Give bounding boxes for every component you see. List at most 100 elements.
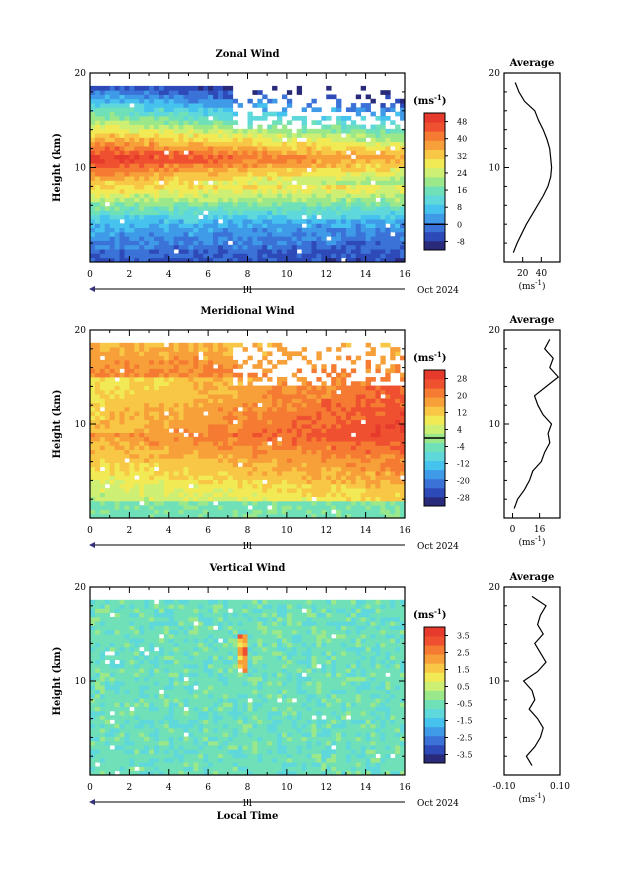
heatmap-cell [139,364,145,369]
heatmap-cell [341,509,347,515]
heatmap-cell [163,85,170,91]
heatmap-cell [153,513,160,519]
heatmap-cell [149,364,155,369]
heatmap-cell [183,85,189,91]
heatmap-cell [178,424,184,429]
heatmap-cell [400,107,406,113]
heatmap-cell [350,227,357,233]
heatmap-cell [296,146,303,151]
heatmap-cell [198,466,204,472]
heatmap-cell [114,428,120,433]
heatmap-cell [198,253,204,259]
heatmap-cell [321,244,327,250]
heatmap-cell [198,359,204,365]
heatmap-cell [208,347,214,352]
heatmap-cell [267,210,273,216]
heatmap-cell [139,372,145,378]
heatmap-cell [168,364,175,369]
heatmap-cell [129,377,135,382]
heatmap-cell [257,462,263,468]
heatmap-cell [173,188,179,194]
heatmap-cell [134,406,140,412]
heatmap-cell [237,445,243,451]
heatmap-cell [272,449,278,455]
heatmap-cell [267,394,273,399]
heatmap-cell [213,154,219,160]
heatmap-cell [198,167,204,173]
heatmap-cell [173,210,179,216]
heatmap-cell [144,432,150,438]
heatmap-cell [149,141,155,147]
heatmap-cell [124,137,130,143]
heatmap-cell [134,347,140,352]
heatmap-cell [390,227,396,233]
heatmap-cell [129,176,135,181]
heatmap-cell [400,154,406,160]
heatmap-cell [345,406,352,412]
heatmap-cell [331,381,337,386]
heatmap-cell [208,231,214,237]
heatmap-cell [247,488,253,493]
heatmap-cell [237,253,243,259]
heatmap-cell [153,107,160,113]
heatmap-cell [208,462,214,468]
heatmap-cell [252,398,258,404]
heatmap-cell [380,342,386,348]
heatmap-cell [178,419,184,425]
heatmap-cell [153,368,160,374]
heatmap-cell [326,253,332,259]
heatmap-cell [257,253,263,259]
heatmap-cell [306,496,312,502]
heatmap-cell [400,133,406,138]
heatmap-cell [124,394,130,399]
heatmap-cell [149,453,155,459]
heatmap-cell [301,479,307,485]
heatmap-cell [365,227,371,233]
heatmap-cell [227,462,234,468]
heatmap-cell [321,500,327,506]
heatmap-cell [173,158,179,164]
heatmap-cell [114,115,120,121]
heatmap-cell [119,453,125,459]
heatmap-cell [193,193,199,198]
heatmap-cell [281,231,288,237]
heatmap-cell [109,103,116,108]
heatmap-cell [183,206,189,211]
heatmap-cell [345,240,352,246]
heatmap-cell [272,154,278,160]
heatmap-cell [385,167,391,173]
heatmap-cell [134,355,140,361]
heatmap-cell [326,428,332,433]
heatmap-cell [213,479,219,485]
heatmap-cell [277,359,283,365]
heatmap-cell [232,445,239,451]
heatmap-cell [119,107,125,113]
heatmap-cell [267,227,273,233]
heatmap-cell [380,449,386,455]
heatmap-cell [178,453,184,459]
heatmap-cell [395,364,401,369]
heatmap-cell [153,180,160,186]
heatmap-cell [331,137,337,143]
heatmap-cell [336,458,342,463]
heatmap-cell [90,171,96,177]
heatmap-cell [149,201,155,207]
heatmap-cell [203,111,209,117]
heatmap-cell [208,505,214,510]
heatmap-cell [217,492,224,498]
heatmap-cell [144,372,150,378]
heatmap-cell [267,150,273,156]
heatmap-cell [390,236,396,241]
heatmap-cell [149,445,155,451]
heatmap-cell [257,377,263,382]
heatmap-cell [94,424,101,429]
heatmap-cell [232,479,239,485]
heatmap-cell [203,347,209,352]
heatmap-cell [114,133,120,138]
heatmap-cell [237,453,243,459]
heatmap-cell [149,154,155,160]
heatmap-cell [267,111,273,117]
heatmap-cell [350,180,357,186]
heatmap-cell [222,372,229,378]
heatmap-cell [99,193,106,198]
